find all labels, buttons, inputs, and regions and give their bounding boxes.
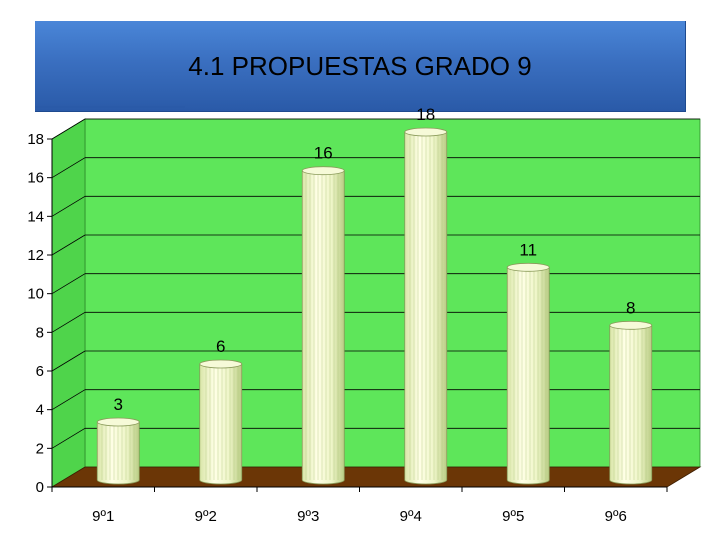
gridline-side xyxy=(51,157,86,179)
data-label: 16 xyxy=(314,144,333,163)
bar-stripes xyxy=(510,267,547,480)
gridline-side xyxy=(51,427,86,449)
bar-top xyxy=(506,262,550,272)
y-tick-label: 2 xyxy=(36,440,44,457)
x-tick-label: 9º5 xyxy=(502,508,524,525)
data-label: 8 xyxy=(626,298,635,317)
y-tick-label: 14 xyxy=(27,208,44,225)
bar xyxy=(199,359,243,485)
y-tick-label: 12 xyxy=(27,247,44,264)
bar-top xyxy=(199,359,243,369)
data-label: 6 xyxy=(216,337,225,356)
gridline-side xyxy=(51,273,86,295)
x-axis: 9º1 9º2 9º3 9º4 9º5 9º6 xyxy=(51,486,668,525)
gridline-side xyxy=(51,234,86,256)
bar-stripes xyxy=(612,325,649,480)
bar-top xyxy=(609,320,653,330)
y-axis: 0 2 4 6 8 10 12 14 16 18 xyxy=(27,131,53,496)
data-labels: 3 6 16 18 11 8 xyxy=(114,105,636,414)
y-tick-label: 18 xyxy=(27,131,44,148)
bars xyxy=(96,127,653,485)
x-tick-label: 9º2 xyxy=(195,508,217,525)
y-tick-label: 6 xyxy=(36,363,44,380)
bar xyxy=(506,262,550,485)
gridline-side xyxy=(51,389,86,411)
bar-stripes xyxy=(100,422,137,480)
plot-floor xyxy=(50,466,702,488)
bar-top xyxy=(301,166,345,176)
y-tick-label: 0 xyxy=(36,479,44,496)
x-tick-label: 9º6 xyxy=(605,508,627,525)
bar-top xyxy=(96,417,140,427)
bar xyxy=(96,417,140,485)
bar xyxy=(609,320,653,485)
y-tick-label: 4 xyxy=(36,402,44,419)
plot-area xyxy=(50,118,702,488)
bar-stripes xyxy=(407,132,444,480)
gridline-side xyxy=(51,195,86,217)
y-tick-label: 16 xyxy=(27,170,44,187)
data-label: 18 xyxy=(416,105,435,124)
bar-stripes xyxy=(305,170,342,480)
gridline-side xyxy=(51,350,86,372)
data-label: 3 xyxy=(114,395,123,414)
y-tick-label: 8 xyxy=(36,324,44,341)
x-tick-label: 9º3 xyxy=(297,508,319,525)
bar xyxy=(404,127,448,485)
gridline-side xyxy=(51,311,86,333)
x-tick-label: 9º1 xyxy=(92,508,114,525)
gridline-side xyxy=(51,118,86,140)
bar-top xyxy=(404,127,448,137)
chart-title: 4.1 PROPUESTAS GRADO 9 xyxy=(188,51,532,81)
data-label: 11 xyxy=(519,240,537,259)
title-underline xyxy=(35,106,185,108)
bar-stripes xyxy=(202,364,239,480)
gridlines xyxy=(51,118,700,449)
plot-back-wall xyxy=(84,118,701,468)
bar xyxy=(301,166,345,485)
y-tick-label: 10 xyxy=(27,286,44,303)
x-tick-label: 9º4 xyxy=(400,508,422,525)
title-banner: 4.1 PROPUESTAS GRADO 9 xyxy=(35,21,686,112)
